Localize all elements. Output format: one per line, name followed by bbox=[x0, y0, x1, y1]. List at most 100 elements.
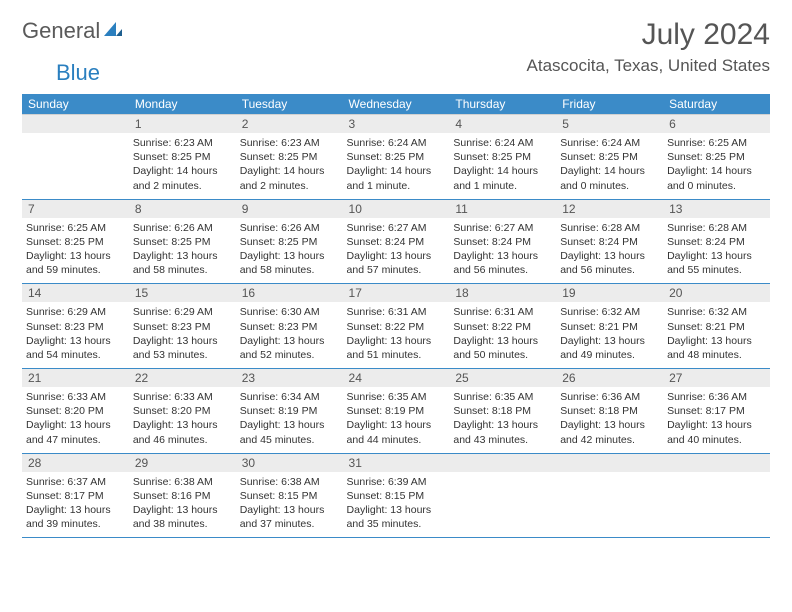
sunset-text: Sunset: 8:23 PM bbox=[133, 320, 232, 334]
sunset-text: Sunset: 8:25 PM bbox=[26, 235, 125, 249]
sunset-text: Sunset: 8:16 PM bbox=[133, 489, 232, 503]
weekday-header: Monday bbox=[129, 94, 236, 115]
weekday-header: Friday bbox=[556, 94, 663, 115]
sunset-text: Sunset: 8:25 PM bbox=[133, 235, 232, 249]
daylight-text: Daylight: 14 hours and 0 minutes. bbox=[667, 164, 766, 192]
day-data: Sunrise: 6:24 AMSunset: 8:25 PMDaylight:… bbox=[343, 133, 450, 199]
calendar-cell: 28Sunrise: 6:37 AMSunset: 8:17 PMDayligh… bbox=[22, 453, 129, 538]
daylight-text: Daylight: 13 hours and 53 minutes. bbox=[133, 334, 232, 362]
sunrise-text: Sunrise: 6:27 AM bbox=[453, 221, 552, 235]
sunrise-text: Sunrise: 6:39 AM bbox=[347, 475, 446, 489]
month-title: July 2024 bbox=[527, 18, 770, 52]
day-number bbox=[449, 454, 556, 472]
day-data: Sunrise: 6:38 AMSunset: 8:15 PMDaylight:… bbox=[236, 472, 343, 538]
sunset-text: Sunset: 8:20 PM bbox=[133, 404, 232, 418]
day-number: 17 bbox=[343, 284, 450, 302]
day-data: Sunrise: 6:36 AMSunset: 8:17 PMDaylight:… bbox=[663, 387, 770, 453]
sunrise-text: Sunrise: 6:38 AM bbox=[240, 475, 339, 489]
location: Atascocita, Texas, United States bbox=[527, 56, 770, 76]
calendar-cell bbox=[663, 453, 770, 538]
day-data: Sunrise: 6:23 AMSunset: 8:25 PMDaylight:… bbox=[236, 133, 343, 199]
sunrise-text: Sunrise: 6:25 AM bbox=[26, 221, 125, 235]
sunset-text: Sunset: 8:17 PM bbox=[667, 404, 766, 418]
day-number: 15 bbox=[129, 284, 236, 302]
sunset-text: Sunset: 8:15 PM bbox=[240, 489, 339, 503]
day-number: 22 bbox=[129, 369, 236, 387]
calendar-cell: 8Sunrise: 6:26 AMSunset: 8:25 PMDaylight… bbox=[129, 199, 236, 284]
sunrise-text: Sunrise: 6:23 AM bbox=[133, 136, 232, 150]
sunrise-text: Sunrise: 6:35 AM bbox=[347, 390, 446, 404]
day-number: 18 bbox=[449, 284, 556, 302]
sunrise-text: Sunrise: 6:38 AM bbox=[133, 475, 232, 489]
day-number: 14 bbox=[22, 284, 129, 302]
daylight-text: Daylight: 13 hours and 46 minutes. bbox=[133, 418, 232, 446]
sunrise-text: Sunrise: 6:28 AM bbox=[667, 221, 766, 235]
day-number: 16 bbox=[236, 284, 343, 302]
calendar-cell: 24Sunrise: 6:35 AMSunset: 8:19 PMDayligh… bbox=[343, 369, 450, 454]
sunset-text: Sunset: 8:22 PM bbox=[453, 320, 552, 334]
calendar-body: 1Sunrise: 6:23 AMSunset: 8:25 PMDaylight… bbox=[22, 115, 770, 538]
title-block: July 2024 Atascocita, Texas, United Stat… bbox=[527, 18, 770, 76]
sunset-text: Sunset: 8:20 PM bbox=[26, 404, 125, 418]
calendar-cell: 2Sunrise: 6:23 AMSunset: 8:25 PMDaylight… bbox=[236, 115, 343, 200]
day-data: Sunrise: 6:35 AMSunset: 8:19 PMDaylight:… bbox=[343, 387, 450, 453]
day-number: 5 bbox=[556, 115, 663, 133]
day-number bbox=[22, 115, 129, 133]
day-number: 27 bbox=[663, 369, 770, 387]
calendar-cell bbox=[22, 115, 129, 200]
day-data: Sunrise: 6:28 AMSunset: 8:24 PMDaylight:… bbox=[556, 218, 663, 284]
sunset-text: Sunset: 8:24 PM bbox=[560, 235, 659, 249]
sunrise-text: Sunrise: 6:36 AM bbox=[560, 390, 659, 404]
calendar-cell: 25Sunrise: 6:35 AMSunset: 8:18 PMDayligh… bbox=[449, 369, 556, 454]
sunset-text: Sunset: 8:25 PM bbox=[347, 150, 446, 164]
weekday-header: Thursday bbox=[449, 94, 556, 115]
sunrise-text: Sunrise: 6:35 AM bbox=[453, 390, 552, 404]
calendar-cell: 16Sunrise: 6:30 AMSunset: 8:23 PMDayligh… bbox=[236, 284, 343, 369]
daylight-text: Daylight: 13 hours and 57 minutes. bbox=[347, 249, 446, 277]
calendar-cell: 21Sunrise: 6:33 AMSunset: 8:20 PMDayligh… bbox=[22, 369, 129, 454]
brand-logo: General bbox=[22, 18, 124, 44]
day-data: Sunrise: 6:31 AMSunset: 8:22 PMDaylight:… bbox=[449, 302, 556, 368]
weekday-header: Wednesday bbox=[343, 94, 450, 115]
day-number: 4 bbox=[449, 115, 556, 133]
calendar-cell: 1Sunrise: 6:23 AMSunset: 8:25 PMDaylight… bbox=[129, 115, 236, 200]
day-number: 6 bbox=[663, 115, 770, 133]
day-number: 25 bbox=[449, 369, 556, 387]
sunset-text: Sunset: 8:24 PM bbox=[347, 235, 446, 249]
day-number bbox=[663, 454, 770, 472]
daylight-text: Daylight: 13 hours and 50 minutes. bbox=[453, 334, 552, 362]
day-number: 7 bbox=[22, 200, 129, 218]
day-data: Sunrise: 6:28 AMSunset: 8:24 PMDaylight:… bbox=[663, 218, 770, 284]
daylight-text: Daylight: 13 hours and 48 minutes. bbox=[667, 334, 766, 362]
day-number: 3 bbox=[343, 115, 450, 133]
calendar-cell bbox=[449, 453, 556, 538]
sunrise-text: Sunrise: 6:37 AM bbox=[26, 475, 125, 489]
sunrise-text: Sunrise: 6:30 AM bbox=[240, 305, 339, 319]
brand-name-a: General bbox=[22, 18, 100, 44]
day-number: 2 bbox=[236, 115, 343, 133]
day-number: 11 bbox=[449, 200, 556, 218]
sunset-text: Sunset: 8:19 PM bbox=[347, 404, 446, 418]
day-data: Sunrise: 6:37 AMSunset: 8:17 PMDaylight:… bbox=[22, 472, 129, 538]
calendar-week: 21Sunrise: 6:33 AMSunset: 8:20 PMDayligh… bbox=[22, 369, 770, 454]
sunrise-text: Sunrise: 6:29 AM bbox=[133, 305, 232, 319]
calendar-cell: 19Sunrise: 6:32 AMSunset: 8:21 PMDayligh… bbox=[556, 284, 663, 369]
day-number: 23 bbox=[236, 369, 343, 387]
sunset-text: Sunset: 8:25 PM bbox=[240, 235, 339, 249]
day-number: 19 bbox=[556, 284, 663, 302]
day-number: 24 bbox=[343, 369, 450, 387]
sunset-text: Sunset: 8:21 PM bbox=[667, 320, 766, 334]
sunset-text: Sunset: 8:15 PM bbox=[347, 489, 446, 503]
day-data: Sunrise: 6:32 AMSunset: 8:21 PMDaylight:… bbox=[556, 302, 663, 368]
day-data: Sunrise: 6:24 AMSunset: 8:25 PMDaylight:… bbox=[556, 133, 663, 199]
calendar-week: 28Sunrise: 6:37 AMSunset: 8:17 PMDayligh… bbox=[22, 453, 770, 538]
daylight-text: Daylight: 13 hours and 37 minutes. bbox=[240, 503, 339, 531]
sunset-text: Sunset: 8:23 PM bbox=[240, 320, 339, 334]
sunrise-text: Sunrise: 6:24 AM bbox=[560, 136, 659, 150]
calendar-cell: 27Sunrise: 6:36 AMSunset: 8:17 PMDayligh… bbox=[663, 369, 770, 454]
daylight-text: Daylight: 14 hours and 1 minute. bbox=[453, 164, 552, 192]
day-number: 26 bbox=[556, 369, 663, 387]
calendar-week: 14Sunrise: 6:29 AMSunset: 8:23 PMDayligh… bbox=[22, 284, 770, 369]
daylight-text: Daylight: 13 hours and 39 minutes. bbox=[26, 503, 125, 531]
calendar-cell: 11Sunrise: 6:27 AMSunset: 8:24 PMDayligh… bbox=[449, 199, 556, 284]
